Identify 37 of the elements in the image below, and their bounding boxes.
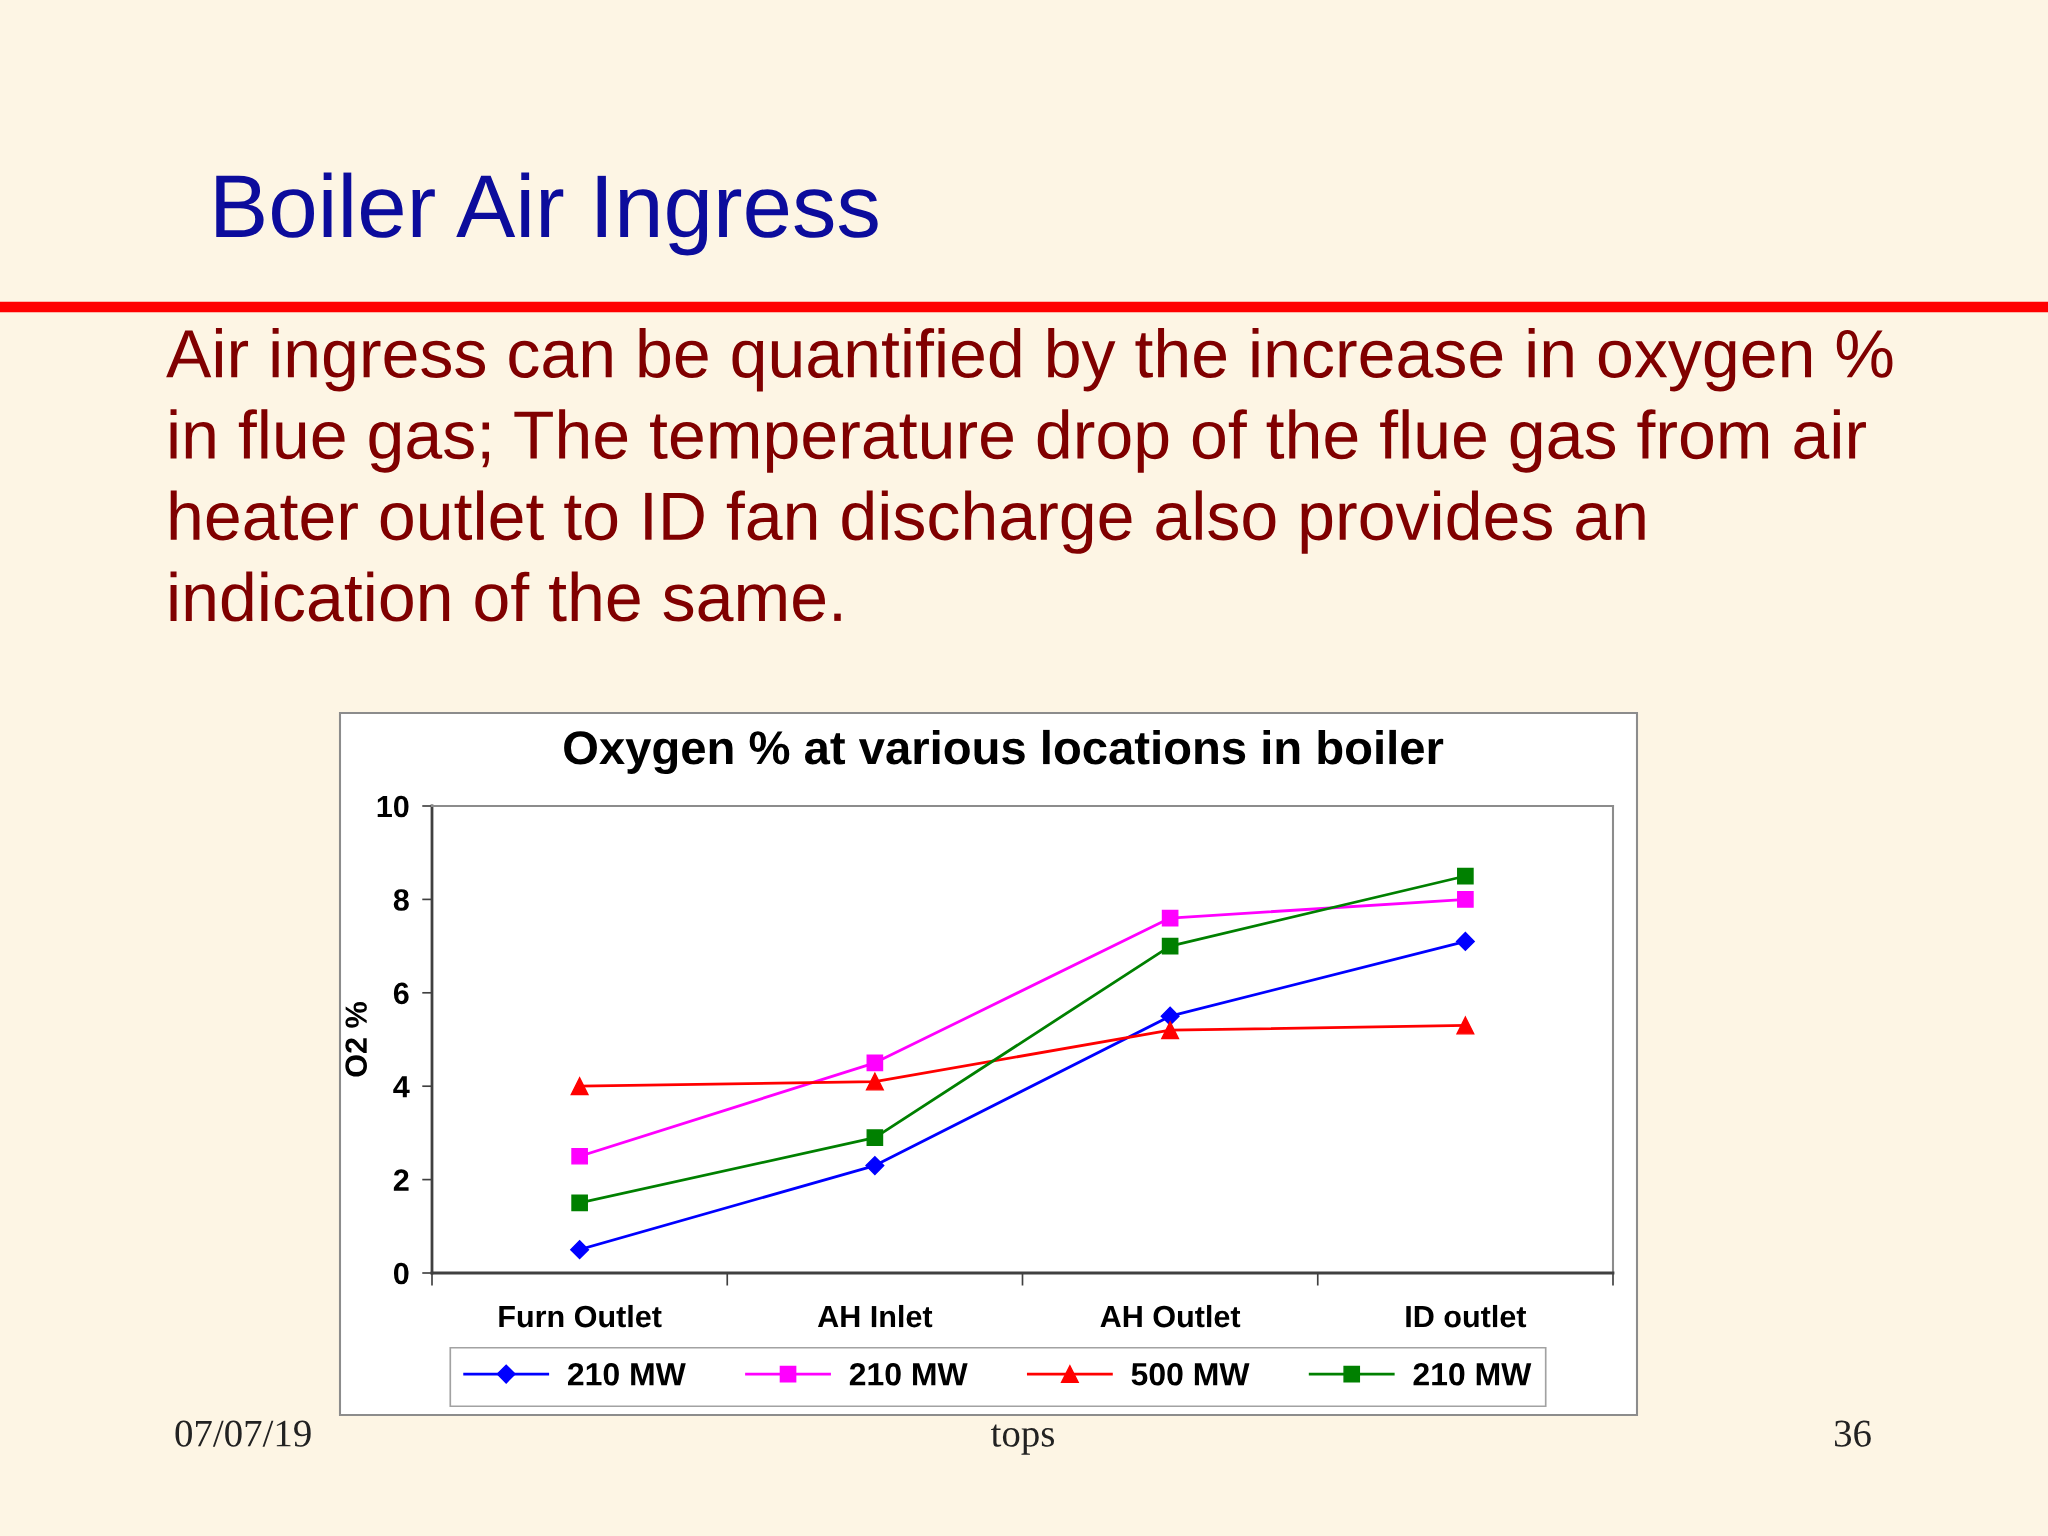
x-tick-label: AH Outlet: [1100, 1304, 1241, 1328]
point: [571, 1194, 588, 1212]
y-tick-label: 0: [393, 1262, 409, 1285]
chart-title: Boiler Air Ingress: [216, 172, 878, 256]
x-tick-label: AH Inlet: [817, 1304, 933, 1328]
point: [570, 1240, 590, 1260]
chart-subtitle: Air ingress can be quantified by the increase in oxygen % in flue gas; The temperature drop of the flue gas from air heater outlet to ID fan discharge also provides an indication of the same.: [166, 328, 1893, 622]
point: [1456, 1016, 1475, 1035]
y-tick-label: 8: [393, 889, 409, 911]
x-tick-label: Furn Outlet: [499, 1304, 662, 1328]
point: [1457, 891, 1474, 908]
point: [570, 1077, 589, 1096]
text: 36: [1834, 1420, 1871, 1447]
point: [1455, 931, 1475, 951]
legend-label: 210 MW: [1413, 1362, 1532, 1386]
point: [866, 1129, 884, 1146]
y-tick-label: 4: [393, 1076, 410, 1098]
point: [1160, 1006, 1180, 1026]
point: [1161, 937, 1179, 955]
point: [1457, 867, 1474, 885]
x-tick-label: ID outlet: [1406, 1304, 1527, 1328]
text: Oxygen % at various locations in boiler: [564, 729, 1444, 775]
point: [865, 1156, 885, 1176]
y-tick-label: 6: [393, 982, 409, 1005]
legend-label: 500 MW: [1131, 1362, 1250, 1386]
y-tick-label: 10: [377, 795, 409, 818]
text: 07/07/19: [175, 1420, 311, 1447]
y-axis-title: O2 %: [345, 1002, 367, 1077]
point: [866, 1054, 884, 1072]
legend-label: 210 MW: [567, 1362, 686, 1386]
point: [1161, 909, 1179, 927]
point: [571, 1147, 588, 1165]
point: [1161, 1021, 1180, 1040]
legend-label: 210 MW: [849, 1362, 968, 1386]
y-tick-label: 2: [393, 1169, 409, 1191]
point: [865, 1072, 884, 1091]
text: tops: [990, 1424, 1055, 1455]
